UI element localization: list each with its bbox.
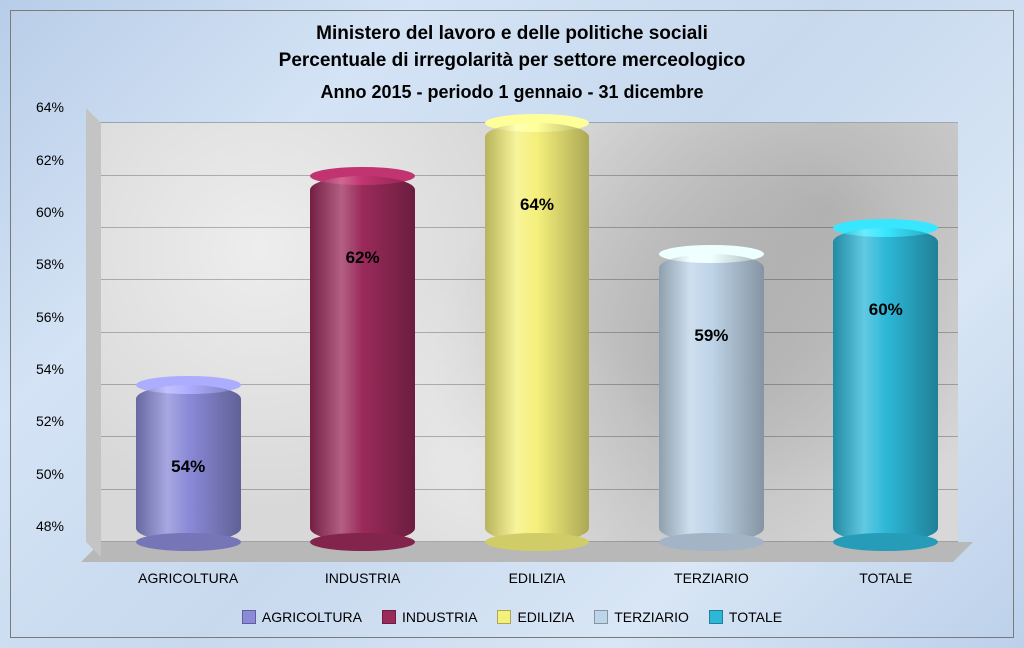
legend-label: TOTALE <box>729 610 782 624</box>
legend-swatch <box>382 610 396 624</box>
chart-inner: Ministero del lavoro e delle politiche s… <box>10 10 1014 638</box>
xtick-label: INDUSTRIA <box>310 570 415 586</box>
data-label: 64% <box>520 195 554 215</box>
cylinder <box>833 228 938 542</box>
bar-edilizia: 64%EDILIZIA <box>485 123 590 542</box>
cylinder <box>485 123 590 542</box>
legend-label: TERZIARIO <box>614 610 689 624</box>
legend-item: INDUSTRIA <box>382 610 477 624</box>
ytick-label: 56% <box>36 309 64 325</box>
legend-swatch <box>594 610 608 624</box>
bar-terziario: 59%TERZIARIO <box>659 123 764 542</box>
cylinder-shade <box>659 254 764 542</box>
ytick-label: 48% <box>36 518 64 534</box>
legend-label: INDUSTRIA <box>402 610 477 624</box>
data-label: 59% <box>694 326 728 346</box>
legend: AGRICOLTURA INDUSTRIA EDILIZIA TERZIARIO TOT… <box>11 602 1013 637</box>
xtick-label: EDILIZIA <box>485 570 590 586</box>
title-line-2: Percentuale di irregolarità per settore … <box>11 48 1013 75</box>
ytick-label: 62% <box>36 152 64 168</box>
chart-title: Ministero del lavoro e delle politiche s… <box>11 11 1013 113</box>
legend-item: TERZIARIO <box>594 610 689 624</box>
legend-item: AGRICOLTURA <box>242 610 362 624</box>
ytick-label: 50% <box>36 466 64 482</box>
ytick-label: 58% <box>36 256 64 272</box>
cylinder-shade <box>310 176 415 542</box>
xtick-label: TOTALE <box>833 570 938 586</box>
chart-container: Ministero del lavoro e delle politiche s… <box>0 0 1024 648</box>
ytick-label: 54% <box>36 361 64 377</box>
legend-swatch <box>242 610 256 624</box>
legend-item: TOTALE <box>709 610 782 624</box>
cylinder <box>310 176 415 542</box>
data-label: 54% <box>171 457 205 477</box>
xtick-label: AGRICOLTURA <box>136 570 241 586</box>
bar-totale: 60%TOTALE <box>833 123 938 542</box>
bars-layer: 54%AGRICOLTURA 62%INDUSTRIA 64%EDILIZIA 59%… <box>101 123 973 542</box>
cylinder-shade <box>833 228 938 542</box>
data-label: 60% <box>869 300 903 320</box>
bar-industria: 62%INDUSTRIA <box>310 123 415 542</box>
ytick-label: 64% <box>36 99 64 115</box>
ytick-label: 60% <box>36 204 64 220</box>
ytick-label: 52% <box>36 413 64 429</box>
side-wall <box>86 108 101 557</box>
legend-swatch <box>497 610 511 624</box>
xtick-label: TERZIARIO <box>659 570 764 586</box>
bar-agricoltura: 54%AGRICOLTURA <box>136 123 241 542</box>
plot-area: 48%50%52%54%56%58%60%62%64% 54%AGRICOLTU… <box>41 113 983 602</box>
legend-swatch <box>709 610 723 624</box>
legend-label: EDILIZIA <box>517 610 574 624</box>
title-line-1: Ministero del lavoro e delle politiche s… <box>11 21 1013 48</box>
cylinder-shade <box>485 123 590 542</box>
cylinder <box>659 254 764 542</box>
data-label: 62% <box>346 248 380 268</box>
title-line-3: Anno 2015 - periodo 1 gennaio - 31 dicem… <box>11 80 1013 105</box>
legend-label: AGRICOLTURA <box>262 610 362 624</box>
legend-item: EDILIZIA <box>497 610 574 624</box>
